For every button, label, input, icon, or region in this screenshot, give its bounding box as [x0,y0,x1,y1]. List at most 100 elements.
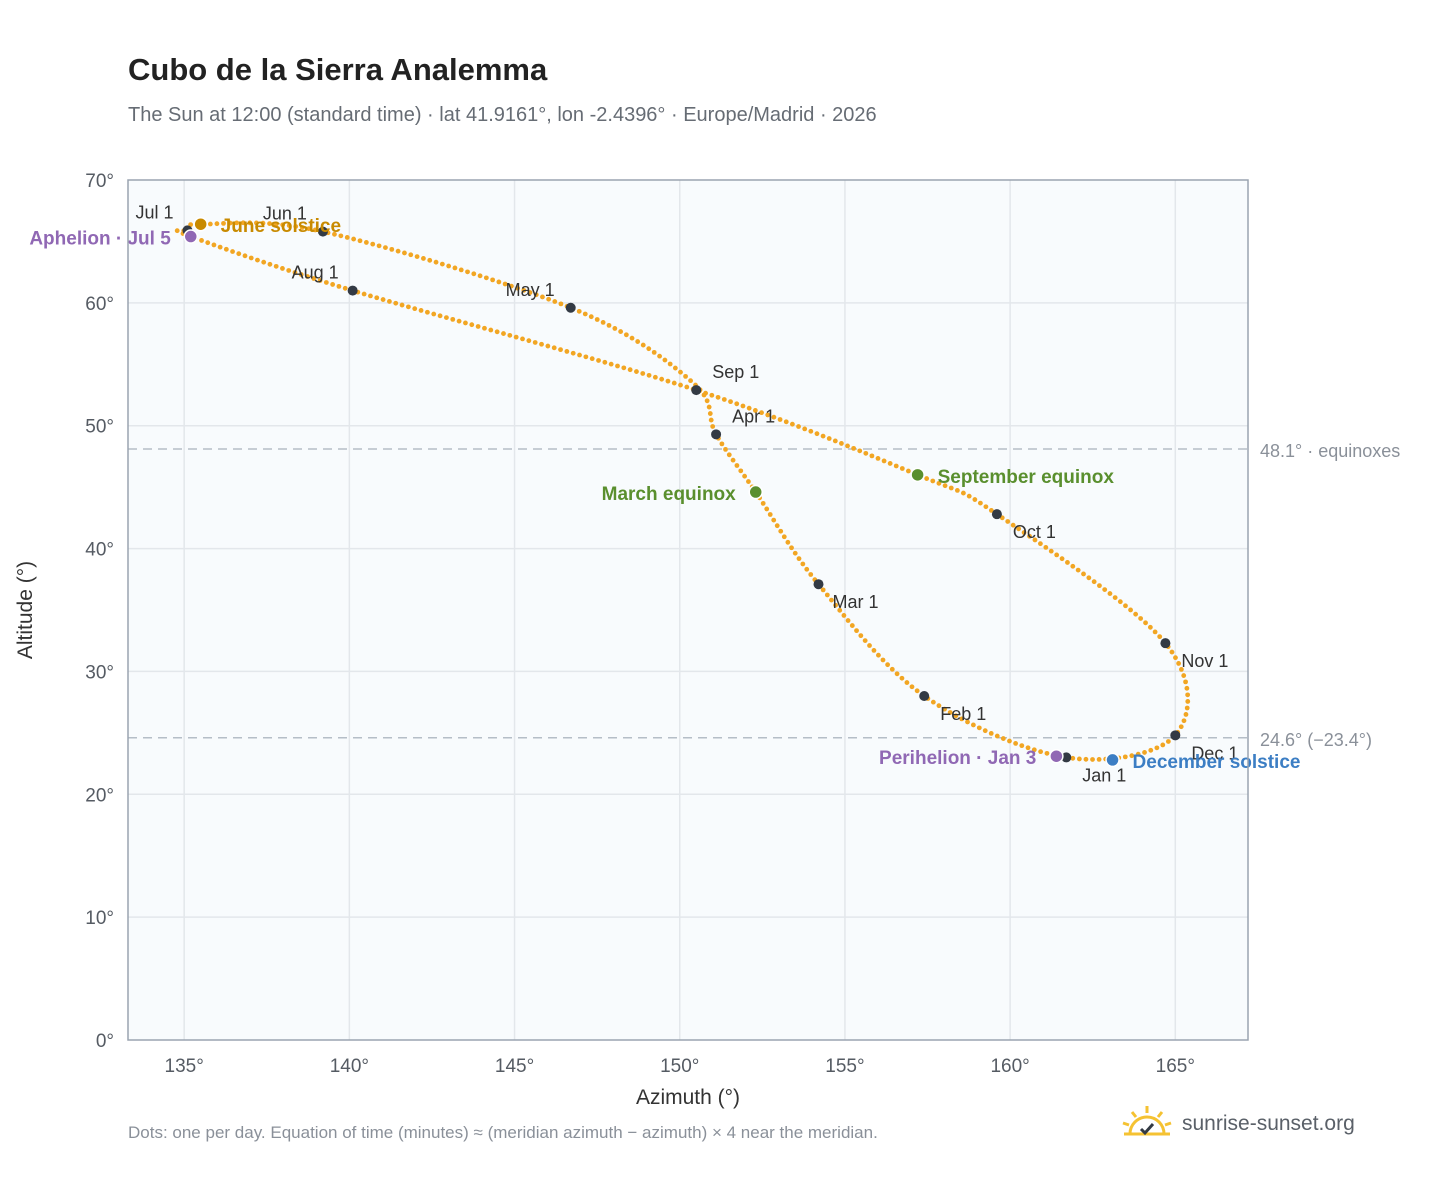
day-dot [930,478,936,484]
day-dot [887,461,893,466]
day-dot [646,346,652,352]
day-dot [558,301,564,307]
day-dot [728,399,733,405]
day-dot [546,296,552,302]
event-marker [1049,748,1064,764]
day-dot [1016,526,1022,532]
day-dot [936,480,942,486]
day-dot [399,302,405,308]
day-dot [832,438,838,444]
day-dot [785,539,791,545]
day-dot [960,490,966,496]
day-dot [602,359,608,365]
day-dot [376,243,382,249]
day-dot [924,476,930,481]
y-tick-label: 0° [96,1031,114,1052]
day-dot [959,716,965,722]
day-dot [387,299,392,304]
day-dot [808,572,814,577]
day-dot [576,308,582,314]
day-dot [634,369,639,374]
day-dot [317,278,323,283]
day-dot [1021,530,1027,535]
day-dot [450,316,456,322]
month-label: Nov 1 [1181,651,1228,671]
brand-name[interactable]: sunrise-sunset.org [1182,1112,1355,1135]
day-dot [796,424,801,429]
day-dot [1133,611,1139,617]
day-dot [551,345,557,351]
day-dot [618,329,624,334]
day-dot [1184,705,1190,711]
day-dot [849,623,855,628]
day-dot [982,728,988,734]
day-dot [1117,599,1123,605]
day-dot [914,688,920,694]
day-dot [1183,712,1189,717]
day-dot [205,240,211,246]
day-dot [452,265,458,271]
day-dot [899,675,905,681]
day-dot [465,269,470,275]
day-dot [1091,579,1097,585]
day-dot [800,561,806,567]
day-dot [760,500,766,506]
day-dot [437,313,443,319]
day-dot [1152,629,1158,635]
day-dot [881,458,887,464]
day-dot [988,508,994,513]
day-dot [260,220,266,226]
day-dot [953,713,959,719]
day-dot [280,266,285,271]
day-dot [267,261,273,267]
day-dot [802,426,808,432]
day-dot [966,493,972,499]
day-dot [867,643,872,648]
day-dot [1160,742,1166,748]
x-tick-label: 150° [660,1056,699,1077]
day-dot [520,336,525,342]
day-dot [280,222,286,228]
day-dot [942,706,947,712]
day-dot [513,334,519,340]
day-dot [1176,661,1182,666]
day-dot [305,274,310,279]
day-dot [880,657,886,663]
day-dot [1097,583,1102,589]
day-dot [418,308,424,313]
footnote: Dots: one per day. Equation of time (min… [128,1123,878,1142]
day-dot [1165,739,1171,744]
day-dot [1181,673,1187,678]
day-dot [612,326,618,331]
day-dot [876,652,881,658]
day-dot [521,287,527,293]
day-dot [678,369,683,375]
day-dot [293,224,299,229]
day-dot [767,512,773,517]
day-dot [374,295,380,301]
day-dot [306,226,312,232]
y-tick-label: 70° [85,171,114,192]
day-dot [351,236,357,242]
event-markers: March equinox September equinox June solst… [29,216,1300,773]
day-dot [976,725,982,731]
month-marker [1170,730,1181,741]
day-dot [829,597,834,603]
day-dot [608,361,614,367]
day-dot [746,479,751,484]
reference-line-label: 24.6° (−23.4°) [1260,730,1372,750]
day-dot [662,357,668,363]
day-dot [539,341,544,347]
day-dot [1122,754,1128,760]
day-dot [336,283,342,289]
day-dot [904,680,910,685]
day-dot [255,257,260,263]
brand-link[interactable]: sunrise-sunset.org [1120,1104,1355,1144]
day-dot [267,221,272,226]
month-label: Oct 1 [1013,522,1056,542]
day-dot [414,254,420,260]
day-dot [1025,745,1031,751]
day-dot [273,221,279,227]
day-dot [905,468,911,474]
day-dot [936,703,942,709]
